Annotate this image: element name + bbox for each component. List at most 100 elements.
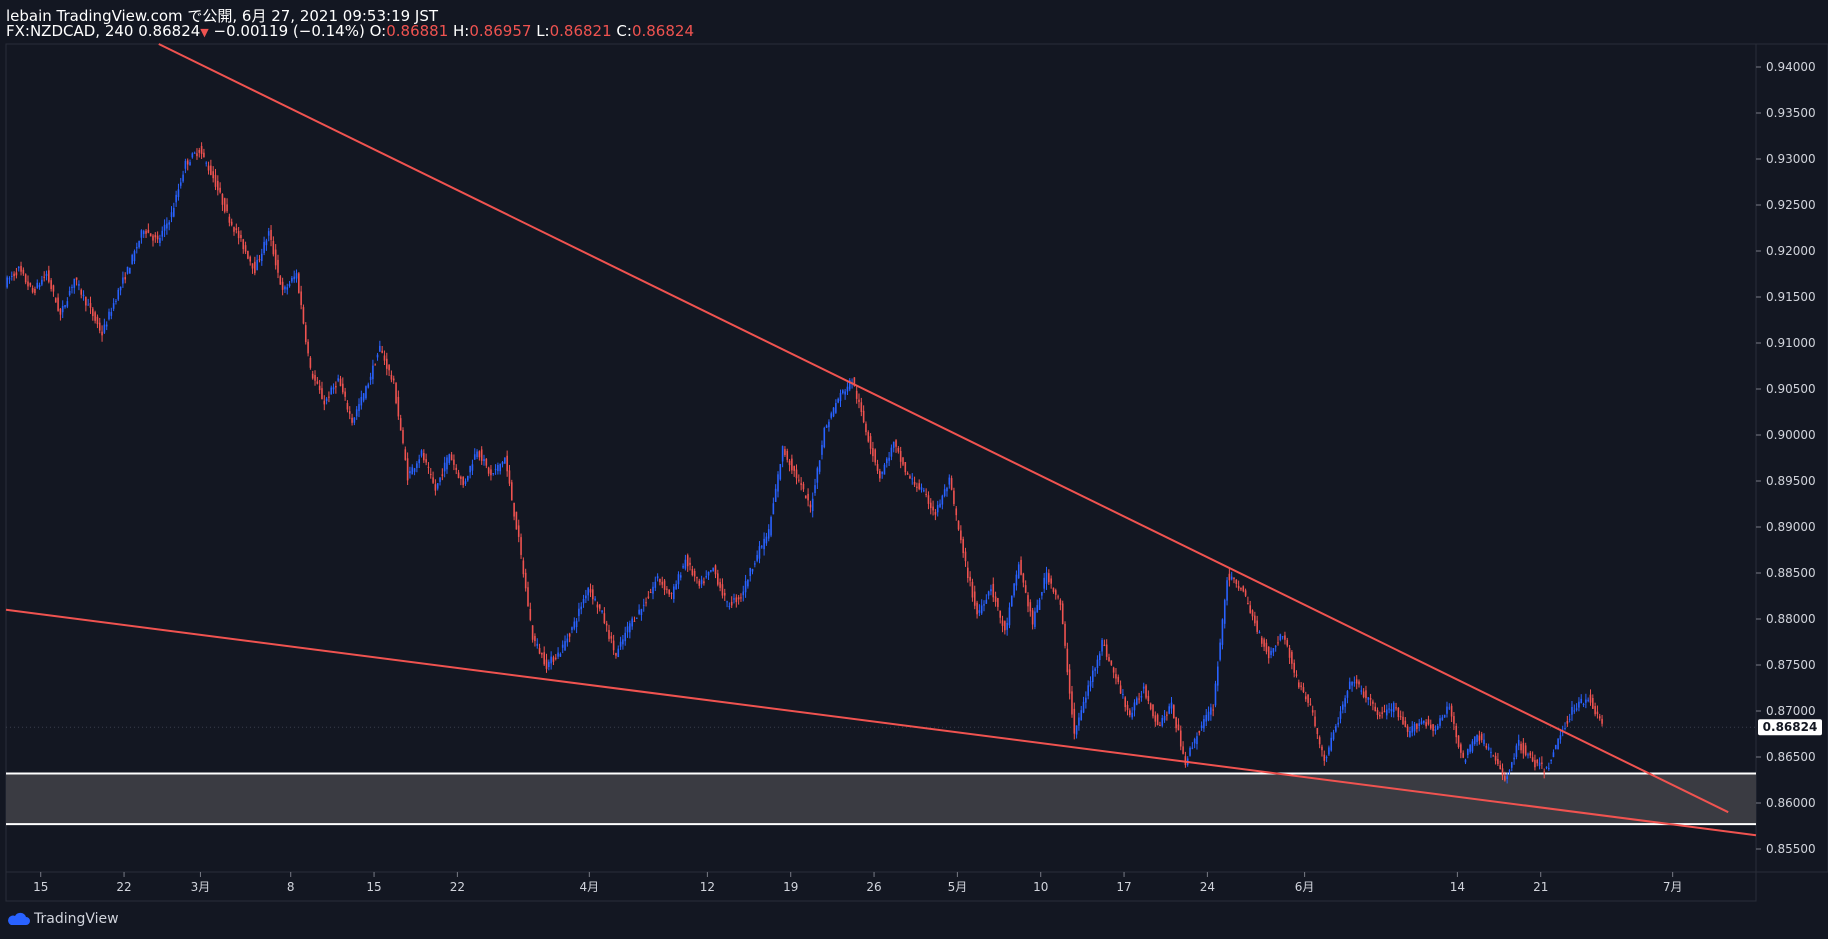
candle-body <box>918 483 920 490</box>
candle-body <box>1545 766 1548 768</box>
candle-body <box>1515 745 1518 757</box>
candle-body <box>758 546 761 559</box>
candle-body <box>1189 747 1191 756</box>
candle-body <box>126 266 129 274</box>
time-tick-label: 7月 <box>1663 880 1683 894</box>
candle-body <box>802 483 805 490</box>
candle-body <box>985 599 988 604</box>
candle-body <box>629 623 631 633</box>
candle-body <box>131 254 133 264</box>
candle-body <box>1177 724 1180 731</box>
candle-body <box>939 503 941 507</box>
candle-body <box>536 643 539 646</box>
candle-body <box>1508 770 1511 772</box>
candle-body <box>1119 685 1122 694</box>
low-label: L: <box>536 22 550 40</box>
candle-body <box>256 259 258 271</box>
candle-body <box>976 602 978 615</box>
candle-body <box>173 207 175 217</box>
candle-body <box>274 249 277 266</box>
candle-body <box>987 591 990 596</box>
candle-body <box>376 354 379 358</box>
candle-body <box>934 512 937 515</box>
candle-body <box>22 269 25 274</box>
candle-body <box>284 286 286 290</box>
candle-body <box>105 324 108 327</box>
candle-body <box>369 376 372 380</box>
candle-body <box>198 150 201 153</box>
price-axis-area[interactable] <box>1755 43 1828 873</box>
candle-body <box>566 638 569 643</box>
candle-body <box>279 276 282 285</box>
candle-body <box>1267 647 1270 659</box>
candle-body <box>784 449 786 456</box>
candle-body <box>596 604 599 608</box>
candle-body <box>661 581 664 585</box>
candle-body <box>98 322 101 331</box>
symbol-label[interactable]: FX:NZDCAD, 240 <box>6 22 134 40</box>
candle-body <box>1300 685 1302 687</box>
candle-body <box>52 285 55 292</box>
candle-body <box>383 355 386 361</box>
candle-body <box>1265 642 1268 652</box>
candle-body <box>807 493 809 501</box>
candle-body <box>342 383 344 393</box>
candle-body <box>1281 636 1284 638</box>
candle-body <box>249 256 252 262</box>
candle-body <box>395 383 397 404</box>
candle-body <box>1374 706 1377 712</box>
candle-body <box>1101 639 1103 652</box>
candle-body <box>1168 706 1170 714</box>
candle-body <box>1251 610 1254 617</box>
candles[interactable] <box>6 142 1603 784</box>
candle-body <box>1196 736 1198 745</box>
candle-body <box>1402 716 1404 725</box>
footer-brand[interactable]: TradingView <box>6 911 119 927</box>
candle-body <box>1221 619 1224 645</box>
candle-body <box>1441 717 1444 721</box>
candle-body <box>1140 696 1143 698</box>
candle-body <box>309 357 312 368</box>
candle-body <box>862 410 865 423</box>
candle-body <box>464 481 467 484</box>
current-price-tag-bg <box>1758 719 1822 736</box>
trendlines[interactable] <box>5 43 1757 837</box>
candle-body <box>1453 716 1455 724</box>
candle-body <box>203 152 205 158</box>
candle-body <box>223 198 226 212</box>
candle-body <box>483 459 485 462</box>
candle-body <box>43 276 45 278</box>
candle-body <box>846 386 849 392</box>
candle-body <box>1052 587 1055 592</box>
candle-body <box>29 282 32 286</box>
candle-body <box>140 230 143 238</box>
price-tick-label: 0.88500 <box>1766 566 1816 580</box>
candle-body <box>726 601 728 603</box>
candle-body <box>633 620 636 622</box>
candle-body <box>953 490 955 505</box>
candle-body <box>1024 585 1027 593</box>
candle-body <box>219 187 221 193</box>
time-tick-label: 12 <box>700 880 715 894</box>
candle-body <box>568 633 571 637</box>
time-axis-area[interactable] <box>5 871 1757 902</box>
candle-body <box>122 277 124 284</box>
candle-body <box>902 457 904 465</box>
candle-body <box>423 453 425 461</box>
candle-body <box>101 331 103 336</box>
price-axis[interactable]: 0.94000 0.93500 0.93000 0.92500 0.92000 0.915… <box>1756 60 1816 856</box>
candle-body <box>587 587 589 596</box>
time-axis[interactable]: 15 22 3月 8 15 22 4月 12 19 26 5月 10 17 24 6月 14 21 7月 <box>33 872 1682 894</box>
candle-body <box>1073 708 1076 734</box>
candle-body <box>573 621 576 629</box>
candle-body <box>15 272 18 276</box>
candle-body <box>1494 755 1497 761</box>
candle-body <box>1439 718 1441 726</box>
candle-body <box>476 451 478 458</box>
support-zone[interactable] <box>6 772 1756 826</box>
candle-body <box>1406 726 1409 732</box>
candle-body <box>508 470 511 484</box>
candle-body <box>818 460 821 472</box>
candle-body <box>798 479 800 481</box>
